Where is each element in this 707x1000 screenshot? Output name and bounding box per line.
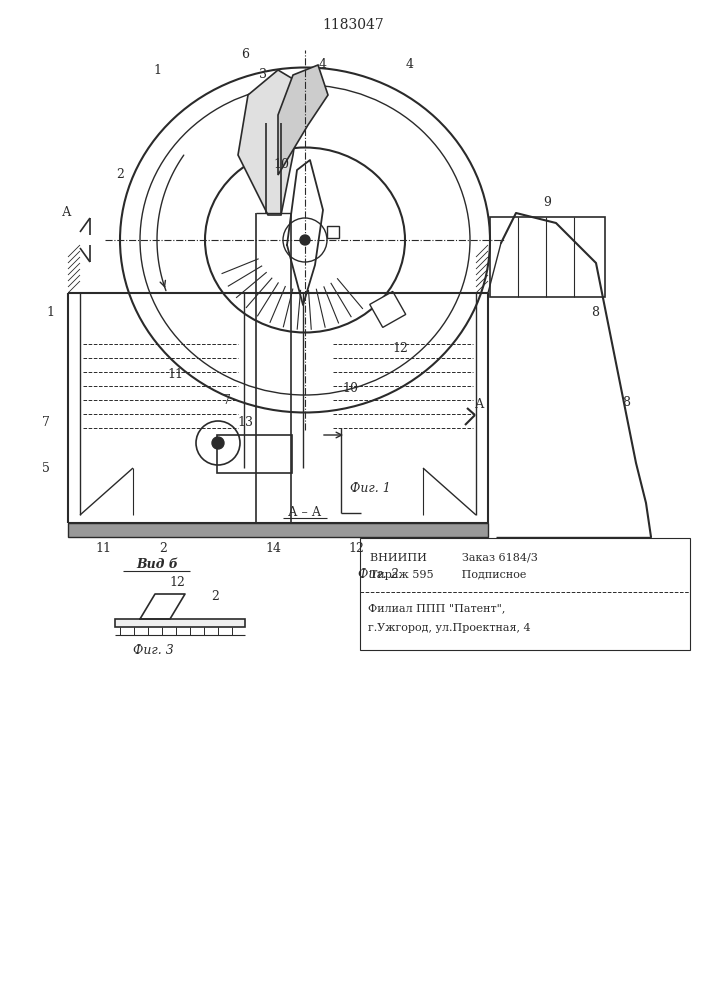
Polygon shape: [238, 70, 303, 215]
Circle shape: [212, 437, 224, 449]
Text: А: А: [475, 398, 485, 412]
Text: Филиал ППП "Патент",: Филиал ППП "Патент",: [368, 603, 506, 613]
Text: Фиг. 3: Фиг. 3: [133, 644, 173, 656]
Text: 11: 11: [95, 542, 111, 554]
Text: 14: 14: [265, 542, 281, 554]
Text: 8: 8: [622, 396, 630, 410]
Text: 2: 2: [211, 590, 219, 603]
Text: 10: 10: [342, 381, 358, 394]
Text: 4: 4: [406, 58, 414, 72]
Text: А – А: А – А: [288, 506, 322, 518]
Bar: [490, 217, 605, 297]
Bar: [327, 226, 339, 238]
Text: 9: 9: [543, 196, 551, 209]
Bar: [115, 619, 245, 627]
Text: 10: 10: [273, 158, 289, 172]
Text: А: А: [62, 206, 71, 219]
Text: Фиг. 1: Фиг. 1: [350, 482, 390, 494]
Text: г.Ужгород, ул.Проектная, 4: г.Ужгород, ул.Проектная, 4: [368, 623, 531, 633]
Bar: [360, 538, 690, 650]
Text: 5: 5: [42, 462, 50, 475]
Bar: [217, 435, 292, 473]
Text: 12: 12: [169, 576, 185, 588]
Bar: [68, 523, 488, 537]
Text: 7: 7: [42, 416, 50, 430]
Text: 1: 1: [153, 64, 161, 77]
Text: 1183047: 1183047: [322, 18, 384, 32]
Text: Вид б: Вид б: [136, 558, 178, 570]
Text: 11: 11: [167, 368, 183, 381]
Text: 8: 8: [591, 306, 599, 318]
Text: 2: 2: [159, 542, 167, 554]
Text: 12: 12: [392, 342, 408, 355]
Text: 7: 7: [223, 393, 231, 406]
Text: 12: 12: [348, 542, 364, 554]
Text: Тираж 595        Подписное: Тираж 595 Подписное: [370, 570, 527, 580]
Text: 3: 3: [259, 68, 267, 82]
Polygon shape: [278, 65, 328, 175]
Polygon shape: [370, 291, 406, 327]
Text: 4: 4: [319, 58, 327, 72]
Text: 6: 6: [241, 48, 249, 62]
Text: 13: 13: [237, 416, 253, 428]
Text: 1: 1: [46, 306, 54, 320]
Text: 2: 2: [116, 168, 124, 182]
Circle shape: [300, 235, 310, 245]
Text: ВНИИПИ          Заказ 6184/3: ВНИИПИ Заказ 6184/3: [370, 552, 538, 562]
Text: Фиг. 2: Фиг. 2: [358, 568, 398, 582]
